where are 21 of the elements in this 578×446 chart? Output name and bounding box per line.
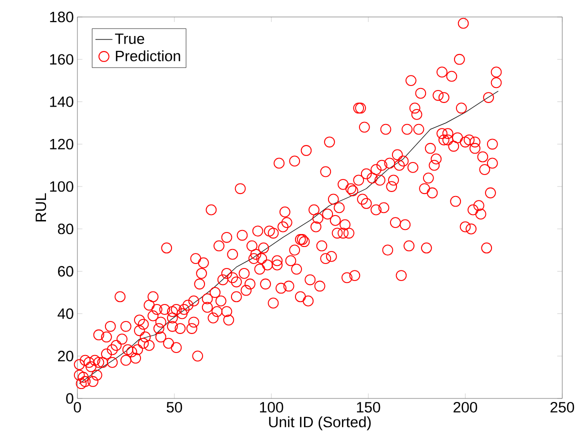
x-tick-label: 250 [550, 402, 574, 412]
y-tick-label: 160 [50, 54, 74, 64]
x-axis-title: Unit ID (Sorted) [269, 416, 371, 430]
y-tick-label: 40 [58, 308, 74, 319]
x-tick-label: 50 [166, 402, 182, 412]
legend-label: Prediction [116, 50, 180, 62]
line-series [79, 90, 499, 384]
legend-label: True [115, 33, 144, 44]
x-tick-label: 100 [260, 402, 284, 412]
x-tick-label: 200 [454, 402, 478, 412]
y-tick-label: 20 [58, 350, 74, 362]
y-axis-title: RUL [36, 193, 46, 222]
y-tick-label: 180 [50, 12, 74, 22]
y-tick-label: 0 [66, 392, 74, 404]
y-tick-label: 80 [58, 223, 74, 234]
y-tick-label: 100 [50, 181, 74, 192]
y-tick-label: 140 [50, 96, 74, 107]
x-tick-label: 0 [74, 402, 81, 412]
y-tick-label: 60 [58, 266, 74, 276]
x-tick-label: 150 [356, 402, 380, 412]
y-tick-label: 120 [50, 138, 74, 150]
